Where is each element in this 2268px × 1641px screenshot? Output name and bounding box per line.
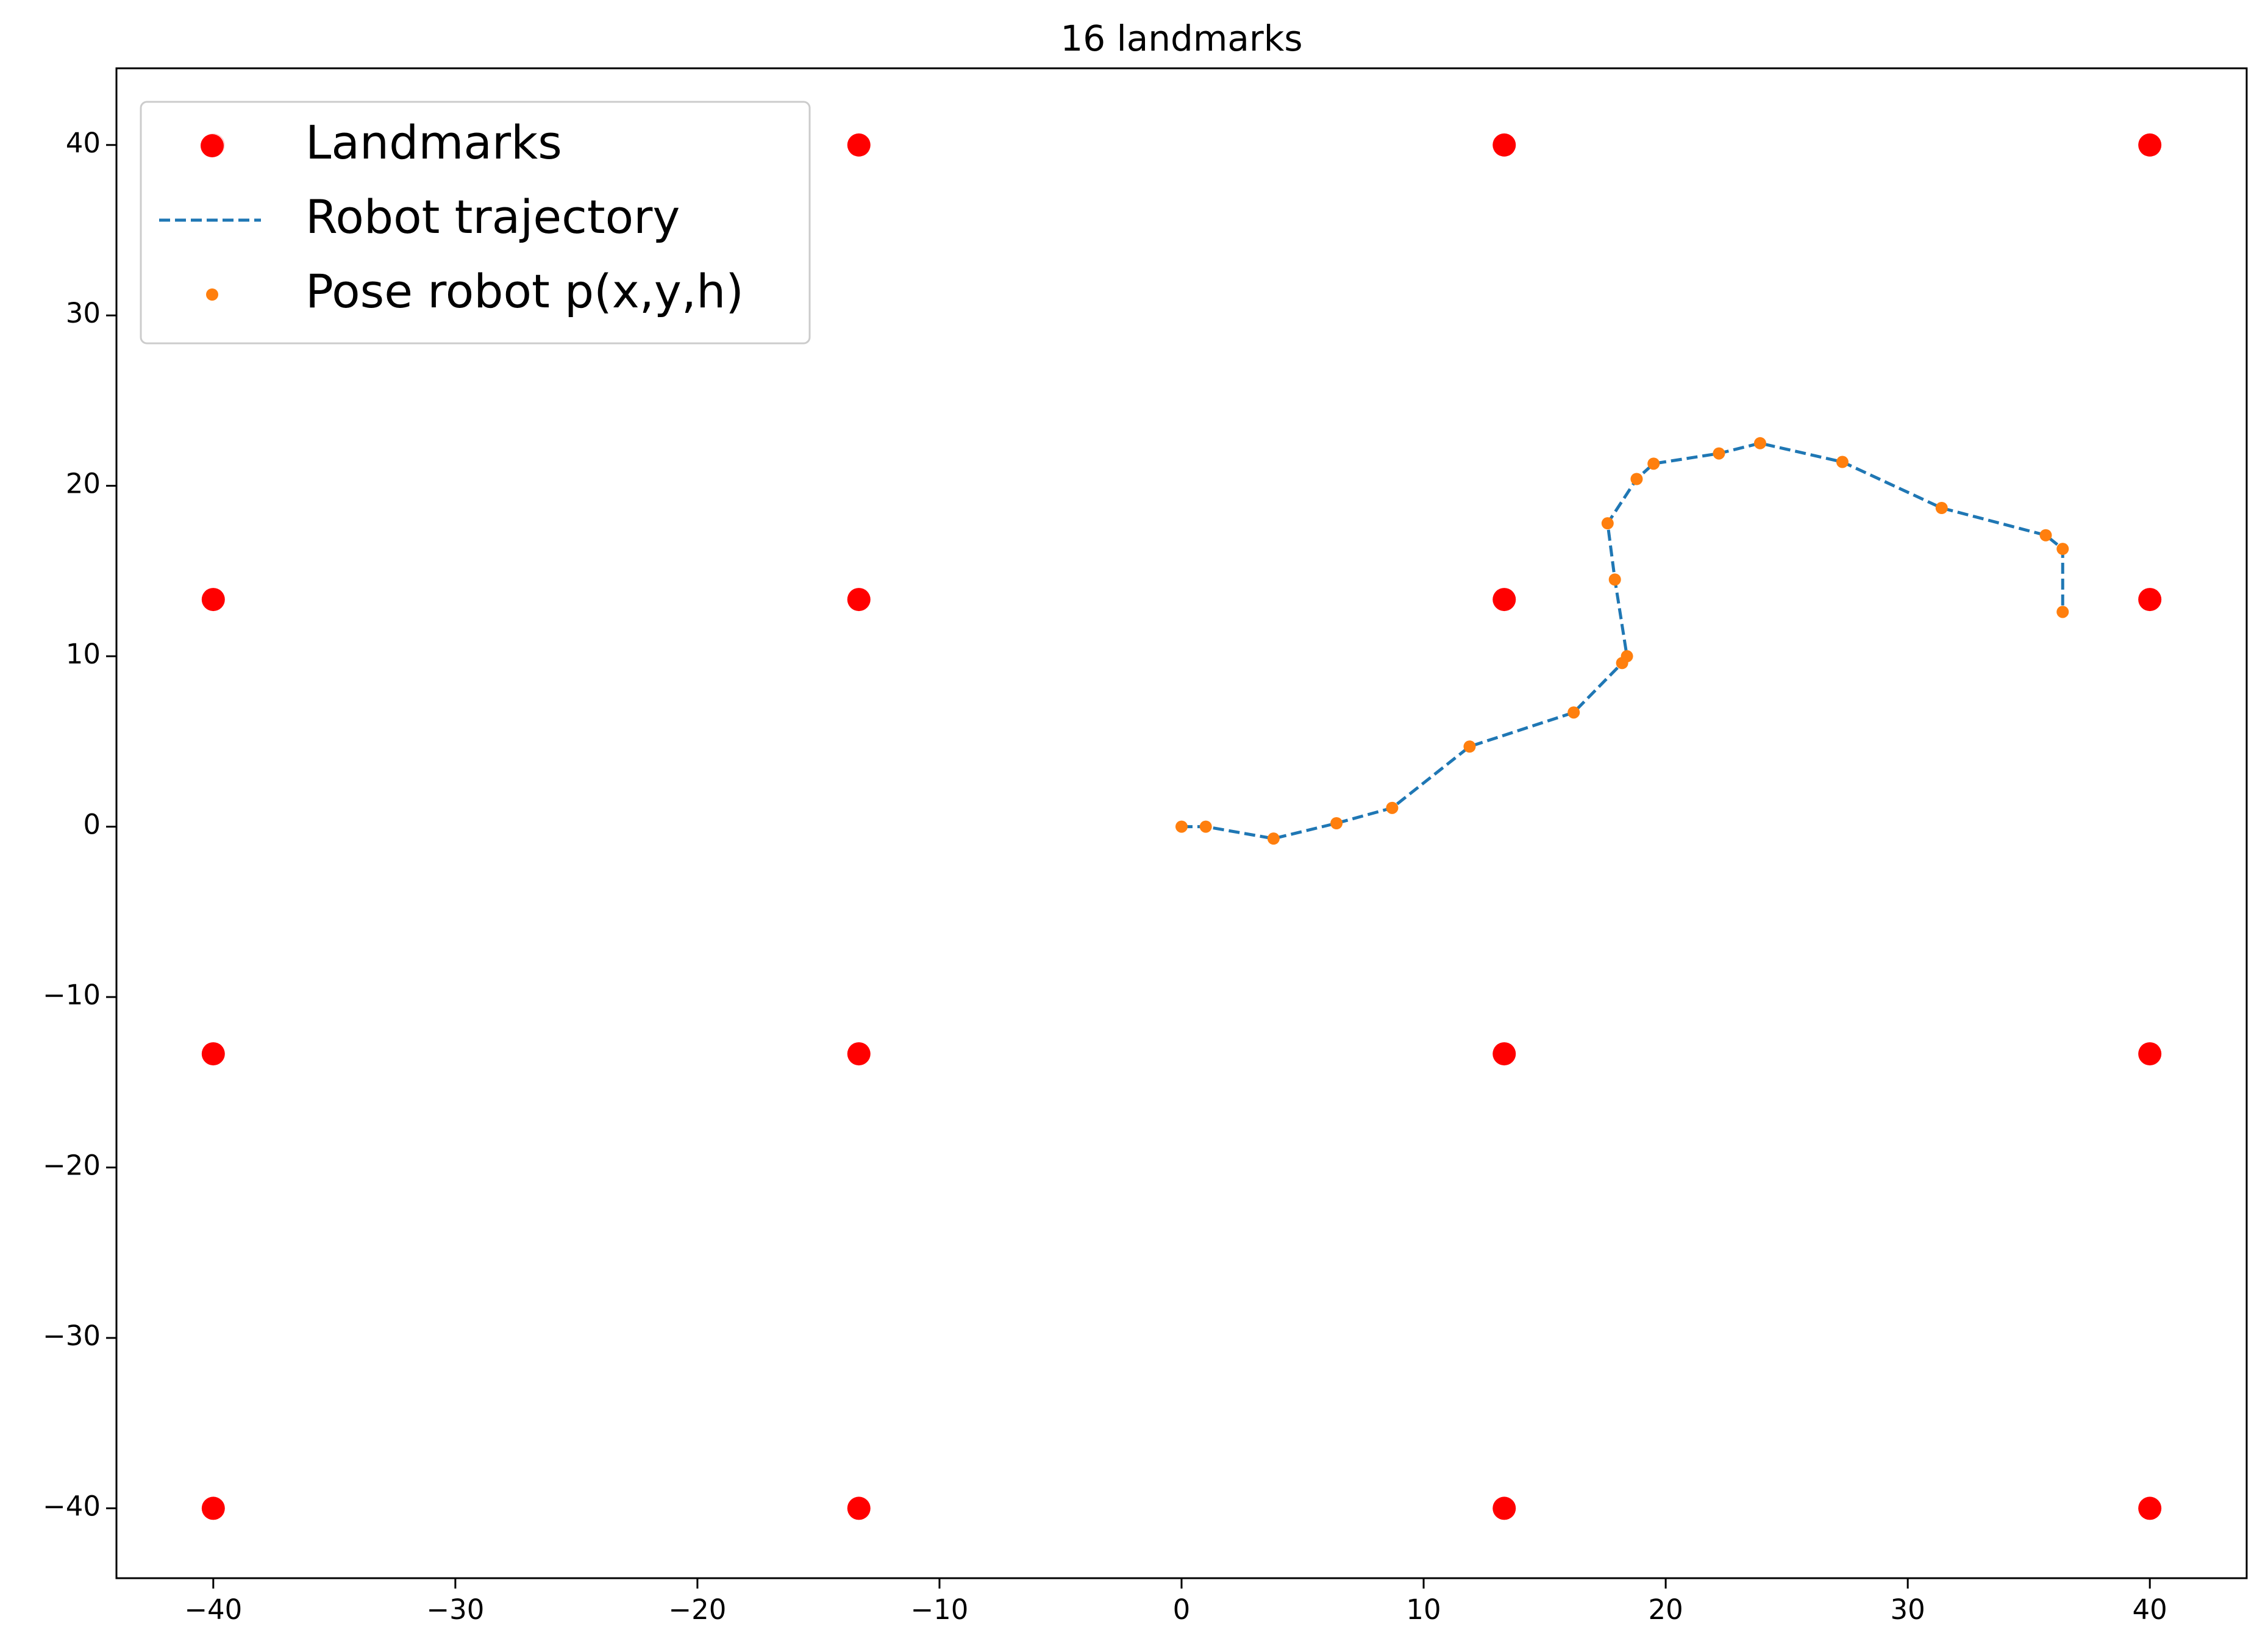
x-tick-label: −40 xyxy=(184,1593,242,1626)
pose-dot xyxy=(1836,456,1849,468)
pose-dot xyxy=(1713,447,1725,460)
x-tick-label: 10 xyxy=(1406,1593,1441,1626)
pose-dot xyxy=(2056,606,2069,618)
legend-box xyxy=(140,101,811,345)
landmark xyxy=(1492,588,1516,612)
landmark xyxy=(2138,133,2162,157)
y-tick-label: 30 xyxy=(66,297,101,329)
pose-dot xyxy=(1199,820,1212,833)
pose-dot xyxy=(1567,706,1580,719)
landmark xyxy=(201,1496,225,1520)
legend-label: Pose robot p(x,y,h) xyxy=(305,264,744,318)
landmark xyxy=(201,1042,225,1066)
x-tick-label: 40 xyxy=(2133,1593,2167,1626)
legend-label: Robot trajectory xyxy=(305,190,680,244)
y-tick-label: 10 xyxy=(66,638,101,670)
pose-dot xyxy=(1330,817,1343,829)
y-tick-label: −20 xyxy=(43,1149,101,1182)
landmark xyxy=(2138,1496,2162,1520)
y-tick-label: 20 xyxy=(66,468,101,500)
pose-dot xyxy=(1386,801,1399,814)
x-tick-label: 20 xyxy=(1648,1593,1683,1626)
landmark xyxy=(201,588,225,612)
pose-dot xyxy=(1601,517,1614,530)
x-tick-label: 30 xyxy=(1891,1593,1925,1626)
x-tick-label: 0 xyxy=(1173,1593,1191,1626)
y-tick-label: 40 xyxy=(66,127,101,159)
pose-dot xyxy=(1621,650,1633,663)
chart-title: 16 landmarks xyxy=(1060,18,1302,59)
pose-dot xyxy=(2039,529,2052,542)
y-tick-label: −10 xyxy=(43,979,101,1011)
trajectory-line xyxy=(1182,442,2064,840)
pose-dot xyxy=(1647,457,1660,470)
landmark xyxy=(847,588,871,612)
landmark xyxy=(2138,1042,2162,1066)
y-tick-label: −40 xyxy=(43,1490,101,1522)
landmark xyxy=(1492,1042,1516,1066)
landmark xyxy=(2138,588,2162,612)
pose-dot xyxy=(1267,832,1280,845)
x-tick-label: −10 xyxy=(910,1593,968,1626)
landmark xyxy=(1492,133,1516,157)
legend-marker xyxy=(206,288,218,301)
landmark xyxy=(847,133,871,157)
pose-dot xyxy=(1175,820,1188,833)
x-tick-label: −30 xyxy=(426,1593,484,1626)
pose-dot xyxy=(2056,543,2069,556)
y-tick-label: −30 xyxy=(43,1320,101,1352)
pose-dot xyxy=(1935,502,1948,515)
axes-frame xyxy=(115,67,2248,1579)
pose-dot xyxy=(1753,437,1766,449)
landmark xyxy=(1492,1496,1516,1520)
pose-dot xyxy=(1608,573,1621,586)
pose-dot xyxy=(1463,740,1476,753)
legend-marker xyxy=(201,134,224,157)
x-tick-label: −20 xyxy=(668,1593,726,1626)
pose-dot xyxy=(1630,473,1643,485)
y-tick-label: 0 xyxy=(83,809,101,841)
landmark xyxy=(847,1042,871,1066)
legend-label: Landmarks xyxy=(305,115,562,170)
landmark xyxy=(847,1496,871,1520)
